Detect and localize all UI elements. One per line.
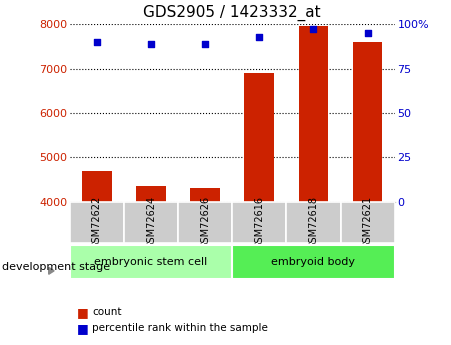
Text: GSM72616: GSM72616 <box>254 196 264 249</box>
Bar <box>70 202 124 243</box>
Text: count: count <box>92 307 122 317</box>
Text: GSM72622: GSM72622 <box>92 196 102 249</box>
Point <box>93 39 101 45</box>
Point <box>310 27 317 32</box>
Bar <box>82 171 112 202</box>
Point <box>147 41 155 47</box>
Polygon shape <box>49 267 54 274</box>
Text: percentile rank within the sample: percentile rank within the sample <box>92 324 268 333</box>
Bar <box>190 188 220 202</box>
Text: GSM72621: GSM72621 <box>363 196 373 249</box>
Bar <box>286 202 341 243</box>
Bar <box>70 245 232 279</box>
Text: development stage: development stage <box>2 263 110 272</box>
Point <box>364 30 371 36</box>
Bar <box>232 202 286 243</box>
Text: embryoid body: embryoid body <box>272 257 355 267</box>
Text: GSM72626: GSM72626 <box>200 196 210 249</box>
Text: embryonic stem cell: embryonic stem cell <box>94 257 208 267</box>
Bar <box>299 26 328 202</box>
Bar <box>136 186 166 202</box>
Text: ■: ■ <box>77 322 88 335</box>
Point <box>202 41 209 47</box>
Bar <box>244 73 274 202</box>
Point <box>256 34 263 39</box>
Bar <box>232 245 395 279</box>
Bar <box>353 42 382 202</box>
Bar <box>124 202 178 243</box>
Bar <box>341 202 395 243</box>
Title: GDS2905 / 1423332_at: GDS2905 / 1423332_at <box>143 5 321 21</box>
Text: GSM72624: GSM72624 <box>146 196 156 249</box>
Text: ■: ■ <box>77 306 88 319</box>
Text: GSM72618: GSM72618 <box>308 196 318 249</box>
Bar <box>178 202 232 243</box>
